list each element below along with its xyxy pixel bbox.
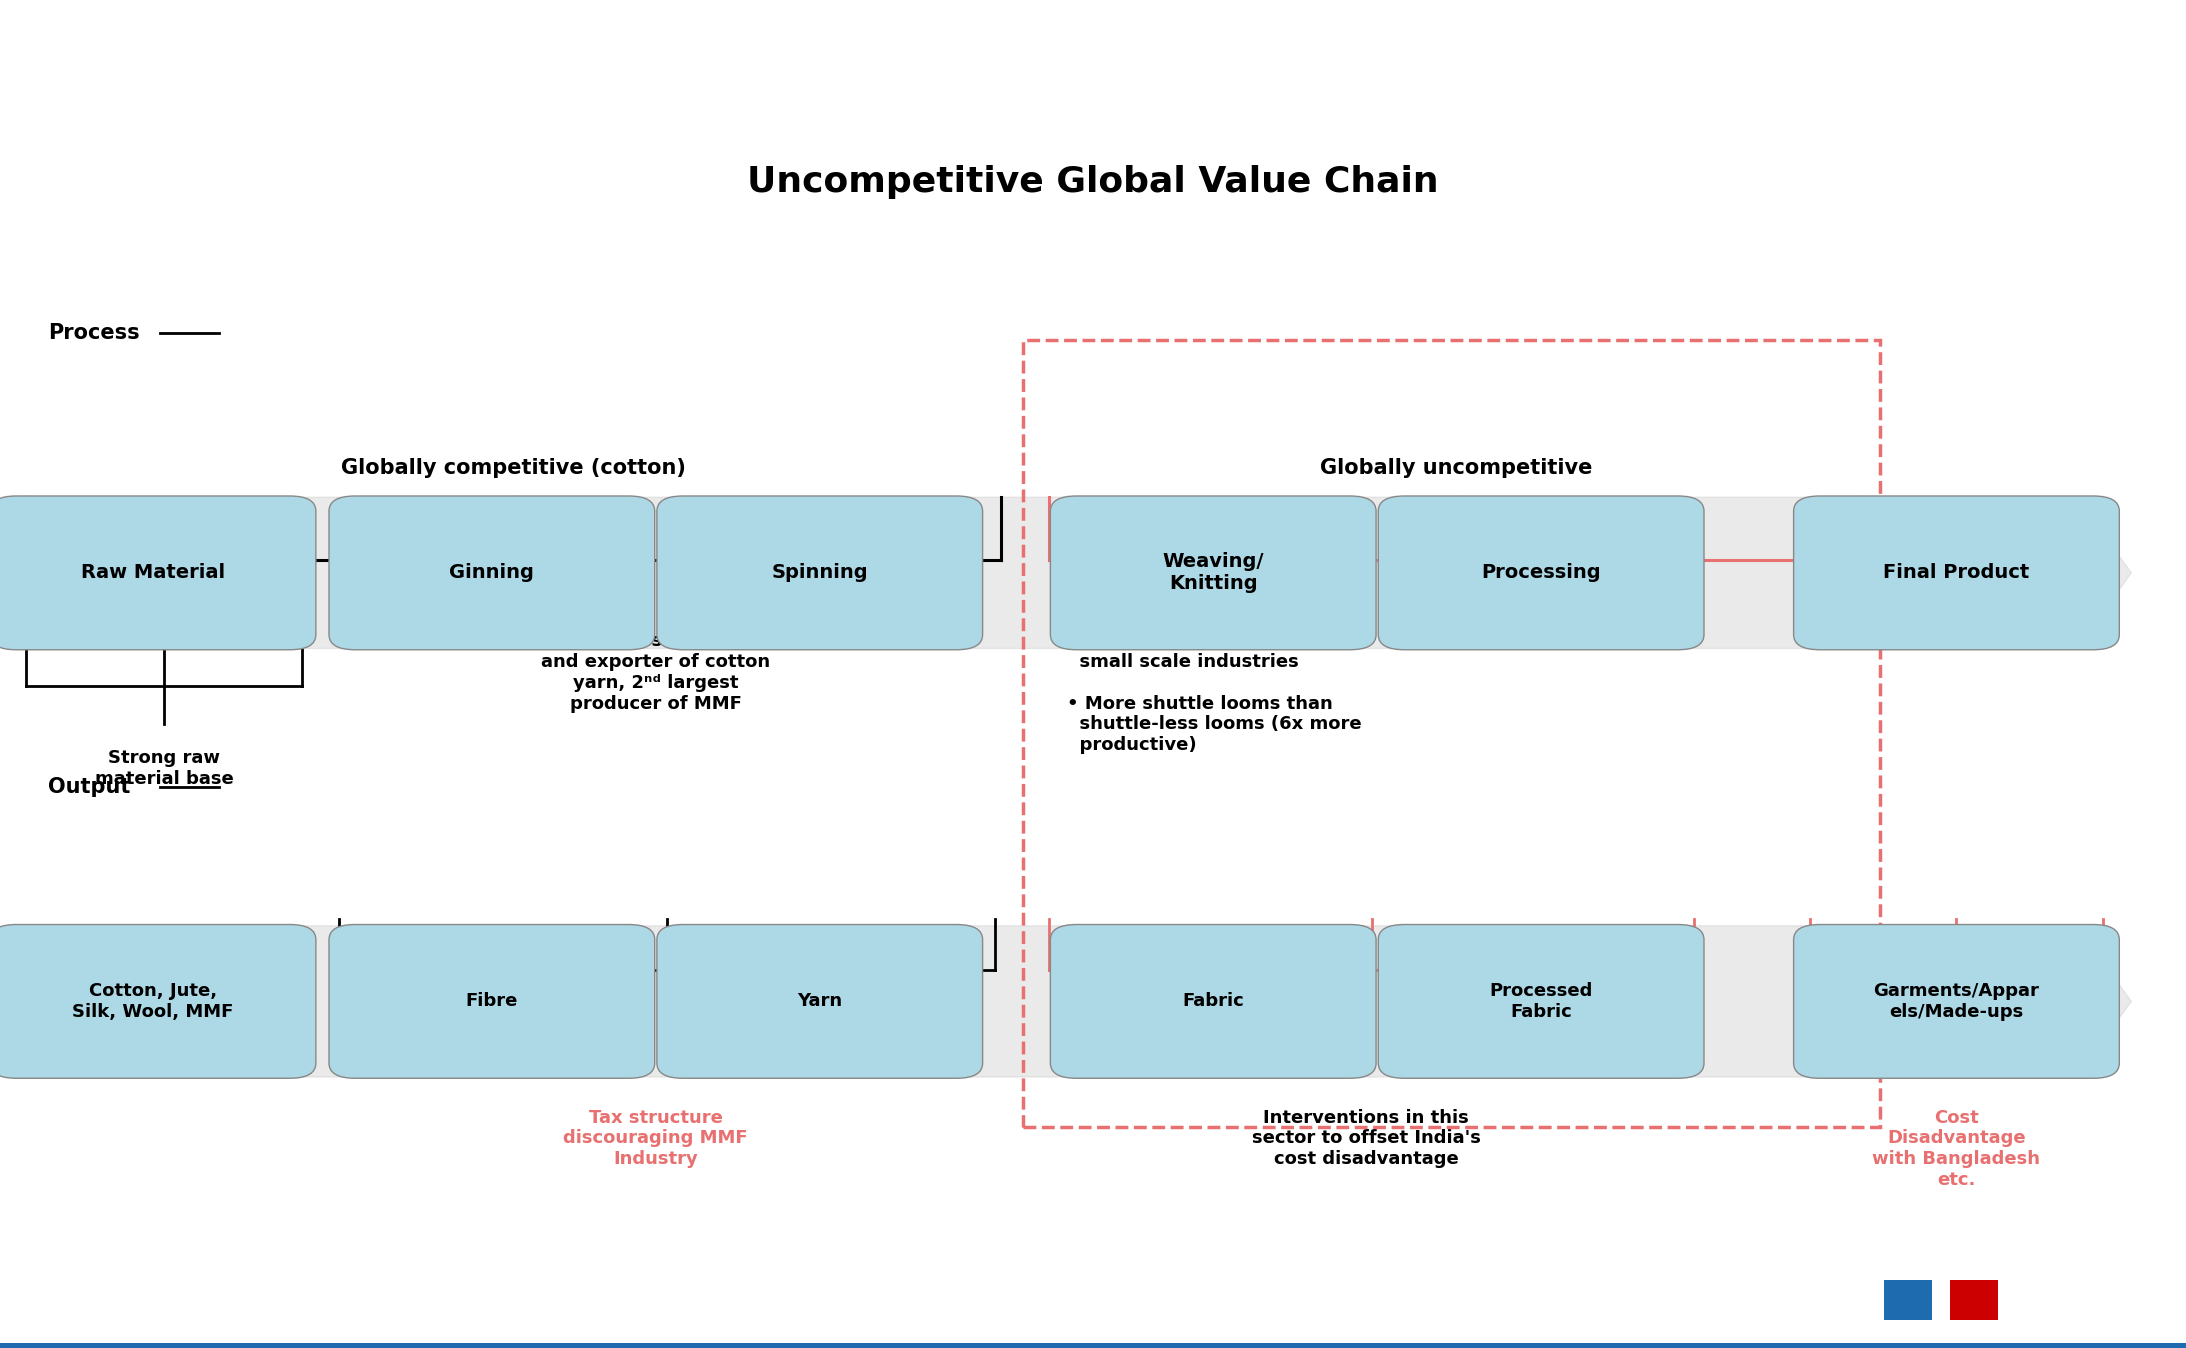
Bar xyxy=(0,1343,2186,1348)
Text: Globally uncompetitive: Globally uncompetitive xyxy=(1320,458,1591,479)
FancyBboxPatch shape xyxy=(1884,1281,1932,1320)
Text: Interventions in this
sector to offset India's
cost disadvantage: Interventions in this sector to offset I… xyxy=(1253,1108,1480,1169)
Text: Figure 5.1. Uncompetitive Supply Chain: Figure 5.1. Uncompetitive Supply Chain xyxy=(44,28,728,59)
Text: Processing: Processing xyxy=(1482,563,1600,582)
Text: Globally competitive (cotton): Globally competitive (cotton) xyxy=(341,458,686,479)
Text: Fibre: Fibre xyxy=(466,992,518,1011)
FancyBboxPatch shape xyxy=(1051,496,1377,650)
FancyBboxPatch shape xyxy=(0,496,315,650)
FancyBboxPatch shape xyxy=(1051,925,1377,1078)
Text: Uncompetitive Global Value Chain: Uncompetitive Global Value Chain xyxy=(748,166,1438,200)
Text: Ginning: Ginning xyxy=(450,563,533,582)
Text: Garments/Appar
els/Made-ups: Garments/Appar els/Made-ups xyxy=(1873,981,2040,1020)
FancyBboxPatch shape xyxy=(1377,496,1705,650)
Text: Strong raw
material base: Strong raw material base xyxy=(94,749,234,789)
FancyBboxPatch shape xyxy=(1795,925,2120,1078)
FancyBboxPatch shape xyxy=(328,925,656,1078)
Text: Yarn: Yarn xyxy=(798,992,842,1011)
FancyBboxPatch shape xyxy=(0,925,315,1078)
Text: Process: Process xyxy=(48,324,140,344)
Text: Spinning: Spinning xyxy=(772,563,868,582)
FancyBboxPatch shape xyxy=(328,496,656,650)
Text: Raw Material: Raw Material xyxy=(81,563,225,582)
FancyBboxPatch shape xyxy=(1377,925,1705,1078)
Text: Output: Output xyxy=(48,778,131,797)
Text: Fabric: Fabric xyxy=(1183,992,1244,1011)
Text: Cotton, Jute,
Silk, Wool, MMF: Cotton, Jute, Silk, Wool, MMF xyxy=(72,981,234,1020)
FancyBboxPatch shape xyxy=(1795,496,2120,650)
Text: Tax structure
discouraging MMF
Industry: Tax structure discouraging MMF Industry xyxy=(564,1108,748,1169)
Text: Weaving/
Knitting: Weaving/ Knitting xyxy=(1163,553,1264,593)
Text: Final Product: Final Product xyxy=(1884,563,2029,582)
Polygon shape xyxy=(22,497,2131,648)
FancyBboxPatch shape xyxy=(1950,1281,1998,1320)
Polygon shape xyxy=(22,926,2131,1077)
FancyBboxPatch shape xyxy=(658,925,984,1078)
Text: Cost
Disadvantage
with Bangladesh
etc.: Cost Disadvantage with Bangladesh etc. xyxy=(1873,1108,2040,1189)
FancyBboxPatch shape xyxy=(658,496,984,650)
Text: Processed
Fabric: Processed Fabric xyxy=(1489,981,1594,1020)
Text: India largest producer
and exporter of cotton
yarn, 2ⁿᵈ largest
producer of MMF: India largest producer and exporter of c… xyxy=(542,632,769,713)
Text: • 95% fabric produced in
  small scale industries

• More shuttle looms than
  s: • 95% fabric produced in small scale ind… xyxy=(1067,632,1362,754)
